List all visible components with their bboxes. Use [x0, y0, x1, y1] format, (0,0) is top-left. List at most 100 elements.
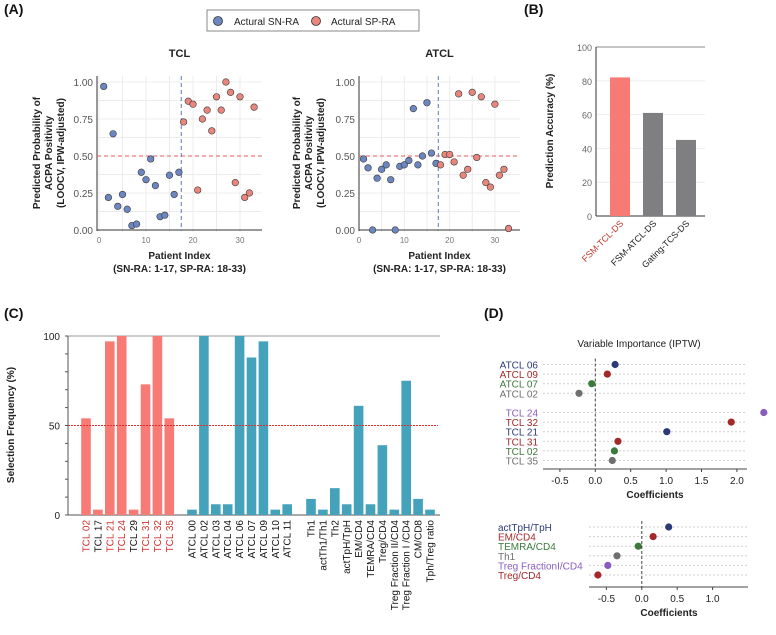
x-tick-c: TCL 32 [153, 520, 164, 553]
bar-c-1-8 [282, 504, 292, 515]
x-tick-c: TCL 17 [93, 520, 104, 553]
row-label: actTpH/TpH [498, 523, 552, 534]
bar-c-1-3 [222, 504, 233, 515]
point-1-1 [468, 88, 476, 96]
x-label-sub-1: (SN-RA: 1-17, SP-RA: 18-33) [373, 264, 506, 275]
y-label-b: Prediction Accuracy (%) [545, 74, 556, 189]
bar-c-2-7 [389, 509, 400, 515]
y-label-0: Predicted Probability of [32, 96, 43, 209]
point-0-1 [227, 88, 235, 96]
point-0-1 [241, 193, 249, 202]
bar-c-0-2 [105, 341, 115, 515]
bar-c-2-9 [413, 498, 423, 515]
y-tick-1: 0.75 [336, 115, 356, 126]
x-label-1: Patient Index [408, 251, 471, 262]
x-label-sub-0: (SN-RA: 1-17, SP-RA: 18-33) [113, 264, 246, 275]
x-tick-c: CM/CD8 [414, 520, 425, 559]
x-tick-d: -0.5 [598, 594, 616, 605]
point-0-1 [245, 189, 253, 197]
point-0-0 [109, 130, 117, 138]
x-tick-c: TEMRA/CD4 [366, 520, 377, 578]
point-0-0 [137, 168, 145, 176]
point-0-0 [104, 193, 112, 202]
point-1-1 [450, 158, 458, 166]
y-label-1: ACPA Positivity [304, 115, 315, 190]
point-1-1 [491, 100, 499, 108]
point-1-0 [387, 176, 395, 184]
point-0-1 [217, 106, 225, 114]
bar-c-2-0 [306, 498, 316, 515]
point-1-1 [473, 153, 481, 162]
point-1-0 [364, 164, 372, 172]
y-tick-c: 0 [54, 511, 60, 522]
point-1-0 [405, 156, 413, 165]
x-tick-c: TCL 29 [129, 520, 140, 553]
bar-0 [610, 77, 630, 216]
coef-point-1-2 [663, 428, 671, 436]
point-0-1 [203, 106, 211, 114]
point-1-0 [423, 99, 431, 107]
x-tick-d: 0.0 [635, 594, 649, 605]
bar-c-1-0 [187, 509, 197, 515]
coef-point-0-0 [665, 523, 673, 531]
bar-c-0-7 [164, 418, 175, 515]
point-1-0 [409, 105, 417, 113]
x-tick-d: 1.0 [659, 476, 673, 487]
y-tick-b: 60 [582, 111, 592, 121]
coef-point-1-4 [610, 447, 619, 455]
point-1-1 [464, 165, 472, 173]
x-tick-c: Treg/CD4 [378, 520, 389, 563]
point-1-1 [455, 90, 463, 98]
bar-1 [643, 112, 663, 216]
coef-point-1-5 [608, 456, 616, 465]
y-tick-0: 1.00 [74, 78, 94, 89]
legend-marker-0 [213, 16, 223, 26]
x-tick-1: 10 [400, 236, 409, 245]
point-0-1 [194, 186, 202, 194]
panel-label-0: (A) [4, 1, 23, 17]
x-tick-c: Tph/Treg ratio [426, 520, 437, 583]
bar-c-0-6 [152, 336, 163, 515]
point-0-1 [189, 100, 197, 108]
y-tick-1: 0.00 [336, 226, 356, 237]
point-0-1 [231, 179, 239, 187]
y-label-0: ACPA Positivity [44, 115, 55, 190]
y-label-1: Predicted Probability of [292, 96, 303, 209]
x-tick-c: ATCL 06 [235, 520, 246, 559]
coef-point-0-3 [613, 552, 621, 560]
bar-c-2-8 [401, 380, 411, 515]
point-1-0 [359, 155, 368, 163]
bar-c-2-10 [425, 509, 435, 515]
x-tick-c: ATCL 10 [271, 520, 282, 559]
point-1-1 [436, 161, 445, 169]
x-tick-c: EM/CD4 [354, 520, 365, 558]
bar-c-0-3 [116, 336, 127, 515]
panel-label-3: (D) [484, 305, 503, 321]
point-1-1 [500, 165, 508, 173]
point-0-0 [133, 220, 141, 228]
y-tick-1: 0.25 [336, 189, 356, 200]
x-tick-c: ATCL 04 [223, 520, 234, 559]
x-tick-0: 0 [97, 236, 102, 245]
y-tick-0: 0.50 [74, 152, 94, 163]
x-tick-c: actTpH/TpH [342, 520, 353, 574]
x-tick-d: 2.0 [730, 476, 744, 487]
point-0-1 [250, 103, 258, 111]
row-label: TCL 32 [506, 418, 539, 429]
x-tick-d: 0.5 [670, 594, 684, 605]
point-0-0 [147, 155, 155, 163]
x-tick-c: TCL 21 [105, 520, 116, 553]
bar-c-0-4 [128, 509, 139, 515]
x-tick-c: ATCL 09 [259, 520, 270, 559]
row-label: ATCL 09 [500, 370, 539, 381]
bar-c-1-5 [246, 357, 257, 515]
point-1-0 [368, 226, 377, 234]
x-label-d: Coefficients [640, 608, 698, 619]
coef-point-0-3 [575, 389, 583, 397]
bar-c-2-5 [365, 504, 376, 515]
x-tick-c: Treg Fraction II/CD4 [390, 520, 401, 611]
row-label: TEMRA/CD4 [498, 542, 556, 553]
coef-point-1-1 [727, 418, 735, 426]
row-label: ATCL 07 [500, 380, 539, 391]
